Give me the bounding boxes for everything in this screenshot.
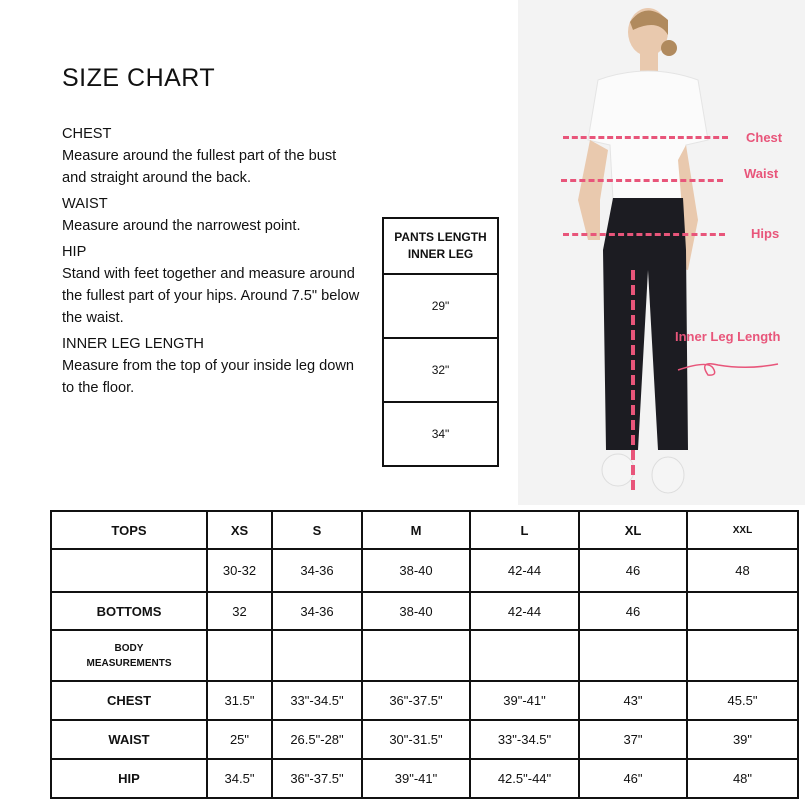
table-cell: 25" <box>206 719 273 760</box>
guide-heading: INNER LEG LENGTH <box>62 336 204 352</box>
table-cell: 43" <box>578 680 688 721</box>
hips-label: Hips <box>751 226 780 241</box>
table-row: CHEST 31.5" 33"-34.5" 36"-37.5" 39"-41" 43" 45… <box>50 680 799 721</box>
row-label: HIP <box>50 758 208 799</box>
table-cell: 46" <box>578 758 688 799</box>
table-cell: 34.5" <box>206 758 273 799</box>
table-cell: 36"-37.5" <box>361 680 471 721</box>
table-cell: 34-36 <box>271 591 363 631</box>
chest-label: Chest <box>746 130 783 145</box>
table-cell: 32 <box>206 591 273 631</box>
table-cell: 37" <box>578 719 688 760</box>
table-cell <box>686 629 799 682</box>
table-cell: 48 <box>686 548 799 593</box>
waist-label: Waist <box>744 166 779 181</box>
table-cell: 36"-37.5" <box>271 758 363 799</box>
table-cell <box>361 629 471 682</box>
table-cell: 30-32 <box>206 548 273 593</box>
header-cell: L <box>469 510 580 550</box>
table-cell <box>578 629 688 682</box>
header-cell: XS <box>206 510 273 550</box>
guide-text: Measure around the fullest part of the b… <box>62 148 337 186</box>
table-header-row: TOPS XS S M L XL XXL <box>50 510 799 550</box>
chest-line <box>563 136 728 139</box>
size-table: TOPS XS S M L XL XXL 30-32 34-36 38-40 42-4… <box>50 510 799 799</box>
measurement-guide: CHEST Measure around the fullest part of… <box>62 123 362 403</box>
table-row: HIP 34.5" 36"-37.5" 39"-41" 42.5"-44" 46" 48" <box>50 758 799 799</box>
table-cell: 38-40 <box>361 591 471 631</box>
guide-waist: WAIST Measure around the narrowest point… <box>62 193 362 237</box>
header-cell: XXL <box>686 510 799 550</box>
pants-length-value: 29" <box>382 273 499 339</box>
guide-heading: HIP <box>62 244 87 260</box>
header-cell: S <box>271 510 363 550</box>
pants-length-value: 32" <box>382 337 499 403</box>
table-cell <box>206 629 273 682</box>
pants-length-header: PANTS LENGTH INNER LEG <box>382 217 499 275</box>
table-cell: 39" <box>686 719 799 760</box>
table-cell: 39"-41" <box>361 758 471 799</box>
guide-text: Stand with feet together and measure aro… <box>62 266 360 326</box>
row-label: BODY MEASUREMENTS <box>50 629 208 682</box>
header-cell: XL <box>578 510 688 550</box>
table-cell: 34-36 <box>271 548 363 593</box>
hips-line <box>563 233 725 236</box>
table-cell: 26.5"-28" <box>271 719 363 760</box>
pants-length-table: PANTS LENGTH INNER LEG 29" 32" 34" <box>382 217 499 467</box>
guide-chest: CHEST Measure around the fullest part of… <box>62 123 362 189</box>
page-title: SIZE CHART <box>62 64 216 92</box>
table-cell: 48" <box>686 758 799 799</box>
inner-leg-label: Inner Leg Length <box>675 329 781 344</box>
waist-line <box>561 179 723 182</box>
model-photo: Chest Waist Hips Inner Leg Length <box>518 0 805 505</box>
table-cell: 33"-34.5" <box>469 719 580 760</box>
guide-text: Measure around the narrowest point. <box>62 218 301 234</box>
table-cell <box>686 591 799 631</box>
table-cell: 38-40 <box>361 548 471 593</box>
table-cell: 33"-34.5" <box>271 680 363 721</box>
table-row: BOTTOMS 32 34-36 38-40 42-44 46 <box>50 591 799 631</box>
table-cell: 42-44 <box>469 548 580 593</box>
table-cell: 31.5" <box>206 680 273 721</box>
table-cell <box>271 629 363 682</box>
table-row: BODY MEASUREMENTS <box>50 629 799 682</box>
header-cell: M <box>361 510 471 550</box>
table-row: WAIST 25" 26.5"-28" 30"-31.5" 33"-34.5" 37" 39… <box>50 719 799 760</box>
guide-heading: WAIST <box>62 196 108 212</box>
table-cell: 46 <box>578 548 688 593</box>
model-figure <box>578 8 779 495</box>
table-cell: 39"-41" <box>469 680 580 721</box>
header-line: INNER LEG <box>407 247 474 261</box>
table-cell: 45.5" <box>686 680 799 721</box>
guide-text: Measure from the top of your inside leg … <box>62 358 355 396</box>
table-cell: 30"-31.5" <box>361 719 471 760</box>
table-cell: 42.5"-44" <box>469 758 580 799</box>
table-cell: 46 <box>578 591 688 631</box>
guide-heading: CHEST <box>62 126 112 142</box>
row-label: WAIST <box>50 719 208 760</box>
table-row: 30-32 34-36 38-40 42-44 46 48 <box>50 548 799 593</box>
guide-hip: HIP Stand with feet together and measure… <box>62 241 362 329</box>
row-label <box>50 548 208 593</box>
header-line: PANTS LENGTH <box>394 230 487 244</box>
table-cell: 42-44 <box>469 591 580 631</box>
row-label: BOTTOMS <box>50 591 208 631</box>
guide-inner-leg: INNER LEG LENGTH Measure from the top of… <box>62 333 362 399</box>
pants-length-value: 34" <box>382 401 499 467</box>
row-label: CHEST <box>50 680 208 721</box>
header-cell: TOPS <box>50 510 208 550</box>
table-cell <box>469 629 580 682</box>
